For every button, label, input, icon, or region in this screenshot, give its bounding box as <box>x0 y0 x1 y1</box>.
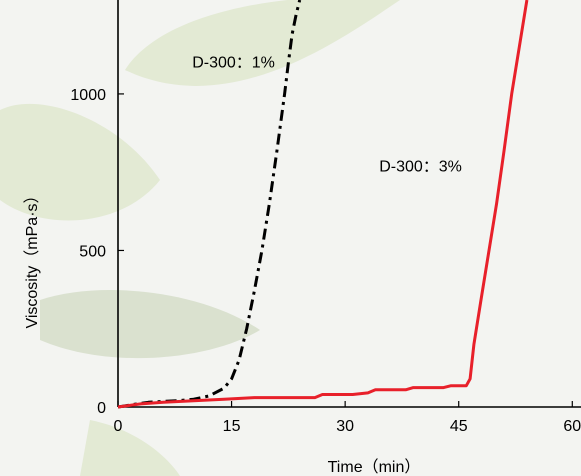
series-annotation-2: D-300：3% <box>379 158 462 175</box>
series-line-2 <box>117 0 529 409</box>
leaf-decoration-top <box>125 0 400 86</box>
tick-labels: 0 15 30 45 60 0 500 1000 <box>70 87 581 435</box>
y-axis-label: Viscosity（mPa·s） <box>23 187 41 328</box>
series-annotation-1: D-300：1% <box>192 54 275 71</box>
background-leaves <box>0 0 400 476</box>
x-axis-label: Time（min） <box>328 458 421 476</box>
x-tick-label: 60 <box>563 418 581 435</box>
x-tick-label: 30 <box>336 418 354 435</box>
leaf-decoration-lower <box>80 420 180 476</box>
y-tick-label: 1000 <box>70 87 106 104</box>
axes <box>117 0 581 408</box>
x-tick-label: 45 <box>450 418 468 435</box>
x-tick-label: 0 <box>114 418 123 435</box>
leaf-decoration-left <box>0 103 160 221</box>
series-layer <box>117 0 529 409</box>
y-tick-label: 500 <box>79 243 106 260</box>
annotations: D-300：1% D-300：3% <box>192 54 462 175</box>
x-tick-label: 15 <box>223 418 241 435</box>
y-tick-label: 0 <box>97 400 106 417</box>
leaf-decoration-bottom <box>40 290 260 359</box>
